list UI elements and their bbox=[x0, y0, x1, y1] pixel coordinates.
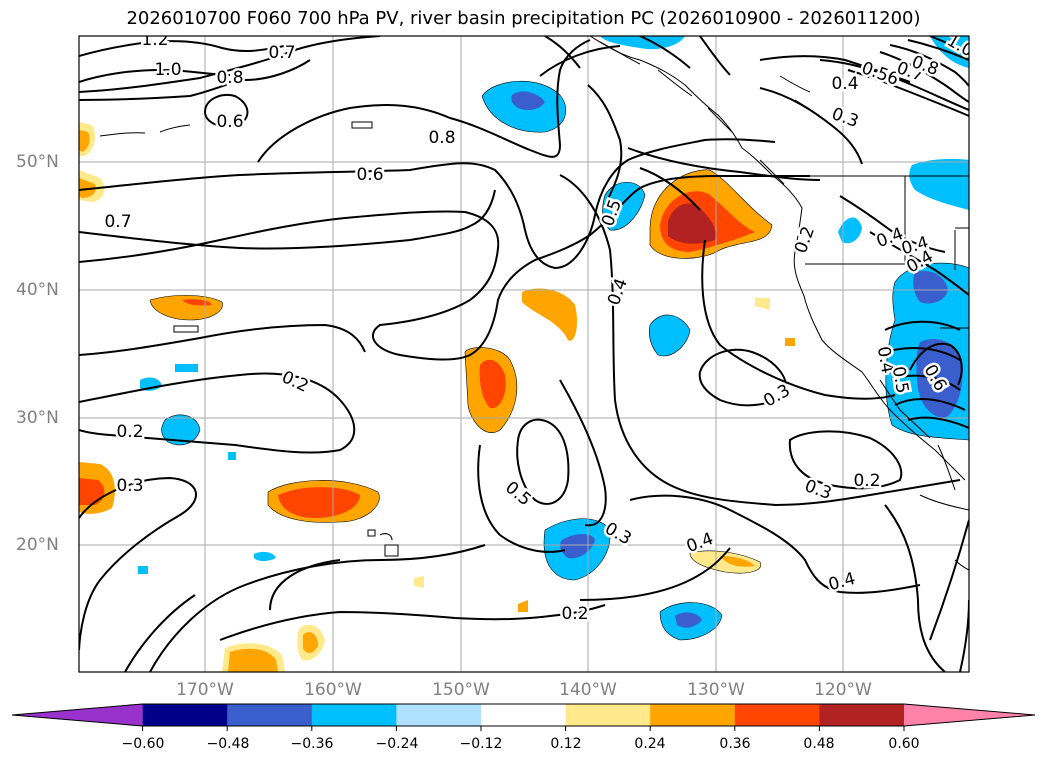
colorbar-segment bbox=[481, 704, 567, 726]
colorbar-tick-label: 0.48 bbox=[803, 736, 835, 752]
negative-anomaly-areas bbox=[138, 36, 969, 640]
contour-label-halo: 0.2 bbox=[116, 422, 143, 442]
contour-label: 0.2 bbox=[561, 604, 588, 624]
precipitation-shading bbox=[79, 36, 969, 672]
contour-label: 0.3 bbox=[802, 476, 834, 504]
contour-label: 0.7 bbox=[268, 43, 295, 63]
contour-label: 0.7 bbox=[104, 212, 131, 232]
contour-label: 1.2 bbox=[141, 30, 168, 50]
colorbar-segment bbox=[565, 704, 651, 726]
contour-label: 0.8 bbox=[216, 68, 243, 88]
contour-label: 0.2 bbox=[853, 471, 880, 491]
colorbar bbox=[11, 703, 1036, 731]
colorbar-segment bbox=[819, 704, 905, 726]
lat-label-30n: 30°N bbox=[16, 408, 59, 428]
contour-label: 0.3 bbox=[760, 381, 793, 412]
colorbar-tick-label: 0.12 bbox=[550, 736, 582, 752]
colorbar-segment bbox=[904, 704, 1035, 726]
colorbar-segment bbox=[227, 704, 313, 726]
lon-label-140w: 140°W bbox=[559, 680, 617, 700]
lon-label-130w: 130°W bbox=[687, 680, 745, 700]
contour-label-halo: 0.8 bbox=[428, 128, 455, 148]
contour-label-halo: 0.2 bbox=[561, 604, 588, 624]
colorbar-tick-label: 0.24 bbox=[634, 736, 666, 752]
colorbar-tick-label: −0.24 bbox=[375, 736, 419, 752]
contour-label: 0.4 bbox=[831, 74, 858, 94]
contour-label: 0.2 bbox=[279, 367, 312, 397]
colorbar-tick-label: −0.36 bbox=[290, 736, 334, 752]
contour-label-halo: 1.2 bbox=[141, 30, 168, 50]
colorbar-tick-label: −0.12 bbox=[459, 736, 503, 752]
lon-label-160w: 160°W bbox=[304, 680, 362, 700]
contour-label: 0.6 bbox=[216, 112, 243, 132]
contour-label: 0.4 bbox=[826, 569, 857, 595]
lon-label-170w: 170°W bbox=[176, 680, 234, 700]
contour-label-halo: 0.2 bbox=[853, 471, 880, 491]
contour-label: 0.2 bbox=[791, 224, 819, 256]
contour-label: 1.0 bbox=[154, 60, 181, 80]
contour-label: 0.3 bbox=[116, 476, 143, 496]
colorbar-segment bbox=[311, 704, 397, 726]
contour-label-halo: 0.8 bbox=[216, 68, 243, 88]
lon-label-120w: 120°W bbox=[814, 680, 872, 700]
contour-label: 0.8 bbox=[428, 128, 455, 148]
contour-label-halo: 1.0 bbox=[154, 60, 181, 80]
contour-label: 0.6 bbox=[356, 165, 383, 185]
colorbar-segment bbox=[12, 704, 143, 726]
pv-contours bbox=[79, 36, 969, 672]
lat-label-20n: 20°N bbox=[16, 535, 59, 555]
contour-label: 0.4 bbox=[873, 345, 897, 375]
colorbar-segment bbox=[396, 704, 482, 726]
colorbar-segment bbox=[734, 704, 820, 726]
contour-label: 0.5 bbox=[888, 365, 912, 395]
contour-label-halo: 0.6 bbox=[356, 165, 383, 185]
colorbar-segment bbox=[650, 704, 736, 726]
map-frame bbox=[78, 35, 970, 673]
lon-label-150w: 150°W bbox=[432, 680, 490, 700]
positive-anomaly-areas bbox=[79, 122, 795, 672]
colorbar-tick-label: 0.36 bbox=[719, 736, 751, 752]
colorbar-tick-label: −0.48 bbox=[206, 736, 250, 752]
shading-outlines bbox=[149, 80, 969, 641]
map-title: 2026010700 F060 700 hPa PV, river basin … bbox=[126, 8, 921, 29]
contour-label-halo: 0.7 bbox=[268, 43, 295, 63]
contour-label-halo: 0.3 bbox=[116, 476, 143, 496]
lat-label-40n: 40°N bbox=[16, 280, 59, 300]
contour-label: 0.5 bbox=[501, 478, 535, 511]
colorbar-tick-label: −0.60 bbox=[121, 736, 165, 752]
contour-label-halo: 0.6 bbox=[216, 112, 243, 132]
political-borders bbox=[804, 175, 969, 439]
colorbar-segment bbox=[142, 704, 228, 726]
lat-label-50n: 50°N bbox=[16, 152, 59, 172]
contour-label-halo: 0.4 bbox=[831, 74, 858, 94]
graticule bbox=[79, 36, 969, 672]
contour-label-halo: 0.7 bbox=[104, 212, 131, 232]
colorbar-tick-label: 0.60 bbox=[888, 736, 920, 752]
contour-label: 0.2 bbox=[116, 422, 143, 442]
contour-label: 0.4 bbox=[604, 276, 632, 308]
